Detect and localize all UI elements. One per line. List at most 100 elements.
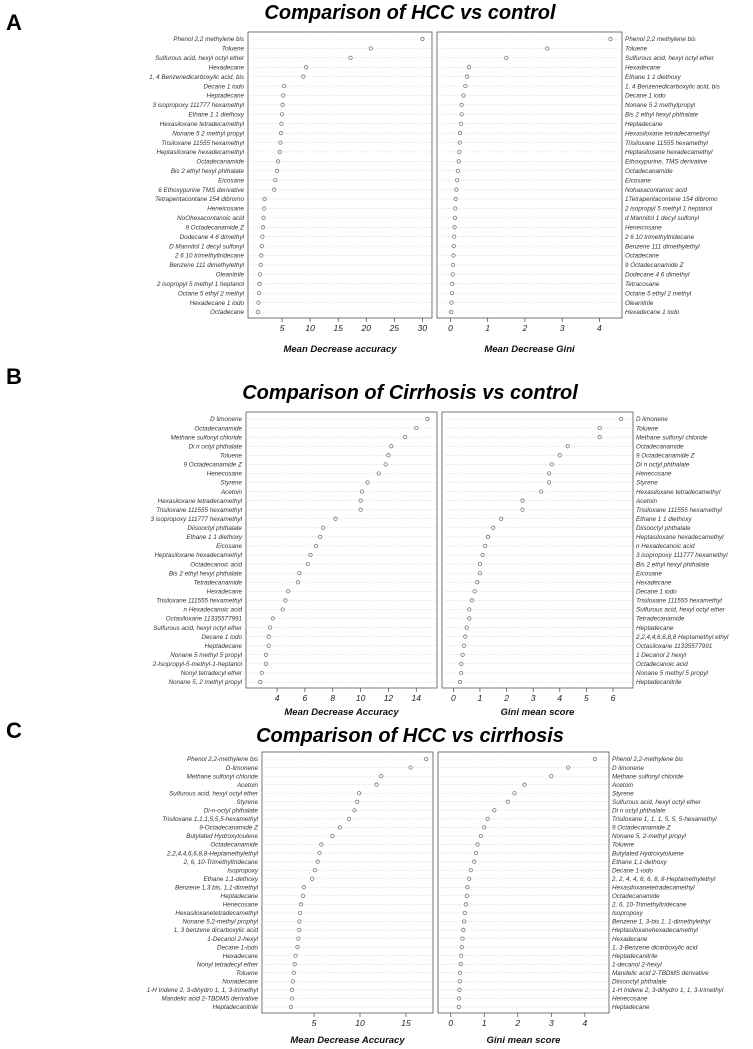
tick-label: 5 [312, 1018, 317, 1028]
data-point [297, 919, 302, 924]
data-point [463, 83, 468, 89]
data-point [260, 234, 265, 239]
variable-label: Oleanitrile [625, 300, 654, 307]
variable-label: 9 Octadecanamide Z [186, 224, 246, 231]
data-point [346, 816, 352, 821]
data-point [465, 885, 470, 890]
tick-label: 1 [478, 693, 483, 703]
variable-label: Isopropoxy [227, 867, 259, 874]
data-point [475, 842, 480, 847]
data-point [458, 962, 463, 967]
variable-label: Benzene 111 dimethylethyl [169, 262, 244, 269]
variable-label: Nonane 5, 2-methyl propyl [612, 833, 686, 840]
variable-label: Isopropoxy [612, 910, 644, 917]
variable-label: 3 isopropoxy 111777 hexamethyl [151, 516, 243, 523]
data-point [459, 953, 464, 958]
variable-label: Heptadecane [205, 643, 243, 650]
variable-label: Trisiloxane 1,1,1,5,5,5-hexamethyl [162, 816, 258, 823]
data-point [260, 225, 266, 230]
data-point [277, 149, 282, 155]
data-point [449, 291, 455, 296]
data-point [376, 471, 381, 476]
variable-label: Heptasiloxane hexadecamethyl [156, 149, 244, 156]
tick-label: 14 [412, 693, 422, 703]
variable-label: Heneicosane [207, 206, 244, 213]
panel-title-b: Comparison of Cirrhosis vs control [242, 382, 578, 404]
data-point [337, 825, 342, 830]
data-point [452, 234, 457, 239]
data-point [308, 552, 313, 558]
variable-label: Methane sulfonyl chloride [187, 773, 259, 780]
data-point [256, 300, 261, 305]
data-point [258, 272, 263, 277]
variable-label: Hexadecane 1 iodo [625, 309, 680, 316]
data-point [454, 187, 459, 192]
variable-label: Hexasiloxane tetradecamethyl [636, 489, 721, 496]
data-point [274, 168, 280, 173]
tick-label: 4 [275, 693, 280, 703]
data-point [304, 65, 309, 70]
variable-label: Hexadecane [223, 953, 259, 960]
tick-label: 4 [597, 323, 602, 333]
data-point [278, 140, 283, 145]
variable-label: 2 isopropyl 5 methyl 1 heptanol [156, 281, 245, 288]
data-point [520, 498, 525, 503]
variable-label: Sulfurous acid, hexyl octyl ether [612, 799, 702, 806]
variable-label: Hexadecane [209, 64, 245, 71]
variable-label: 2 6 10 trimethyltridecane [624, 234, 694, 241]
variable-label: Dodecane 4 6 dimethyl [180, 234, 245, 241]
variable-label: Ethane 1 1 diethoxy [625, 74, 682, 81]
data-point [468, 868, 473, 873]
variable-label: Trisiloxane 1, 1, 1, 5, 5, 5-hexamethyl [612, 816, 717, 823]
data-point [459, 945, 464, 950]
data-point [566, 765, 571, 770]
variable-label: Methane sulfonyl chloride [612, 773, 684, 780]
data-point [453, 196, 458, 202]
data-point [457, 979, 462, 984]
variable-label: 1, 4 Benzenedicarboxylic acid, bis [625, 83, 721, 90]
variable-label: Hexadecane 1 iodo [190, 300, 245, 307]
variable-label: Benzene 111 dimethylethyl [625, 243, 700, 250]
panel-2-right-chart: Phenol 2,2-methylene bis D limoneneMethan… [437, 751, 724, 1046]
variable-label: D Mannitol 1 decyl sulfonyl [169, 243, 244, 250]
data-point [291, 970, 296, 975]
variable-label: Di n octyl phthalate [636, 462, 690, 469]
variable-label: Nonyl tetradecyl ether [181, 670, 243, 677]
variable-label: Octadecane [625, 253, 659, 260]
tick-label: 3 [549, 1018, 554, 1028]
variable-label: 9 Octadecanamide Z [625, 262, 685, 269]
tick-label: 6 [303, 693, 308, 703]
data-point [547, 471, 552, 476]
tick-label: 2 [503, 693, 509, 703]
data-point [295, 945, 300, 950]
data-point [318, 534, 323, 539]
data-point [458, 121, 463, 126]
variable-label: Phenol 2,2-methylene bis [612, 756, 684, 763]
data-point [456, 159, 461, 164]
variable-label: Phenol 2,2 methylene bis [625, 36, 697, 43]
data-point [305, 562, 310, 567]
variable-label: Styrene [220, 480, 242, 487]
data-point [348, 55, 353, 60]
data-point [262, 206, 267, 211]
data-point [463, 634, 468, 639]
data-point [464, 893, 469, 898]
variable-label: Ethane 1 1 diethoxy [636, 516, 693, 523]
data-point [465, 74, 470, 79]
variable-label: Benzene 1,3 bis, 1,1-dimethyl [175, 884, 259, 891]
variable-label: Hexadecane [636, 579, 672, 586]
x-axis-label: Mean Decrease Accuracy [290, 1035, 405, 1046]
variable-label: 1Tetrapentacontane 154 dibromo [625, 196, 718, 203]
data-point [255, 309, 261, 315]
variable-label: 9 Octadecanamide Z [612, 825, 672, 832]
data-point [592, 756, 598, 762]
variable-label: Heptadecanitrile [636, 679, 682, 686]
variable-label: Sulfurous acid, hexyl octyl ether [169, 790, 259, 797]
variable-label: Bis 2 ethyl hexyl phthalate [171, 168, 245, 175]
variable-label: Hexadecane [207, 589, 243, 596]
data-point [461, 643, 467, 648]
tick-label: 15 [401, 1018, 411, 1028]
variable-label: Acetoin [635, 498, 658, 505]
data-point [389, 444, 394, 449]
